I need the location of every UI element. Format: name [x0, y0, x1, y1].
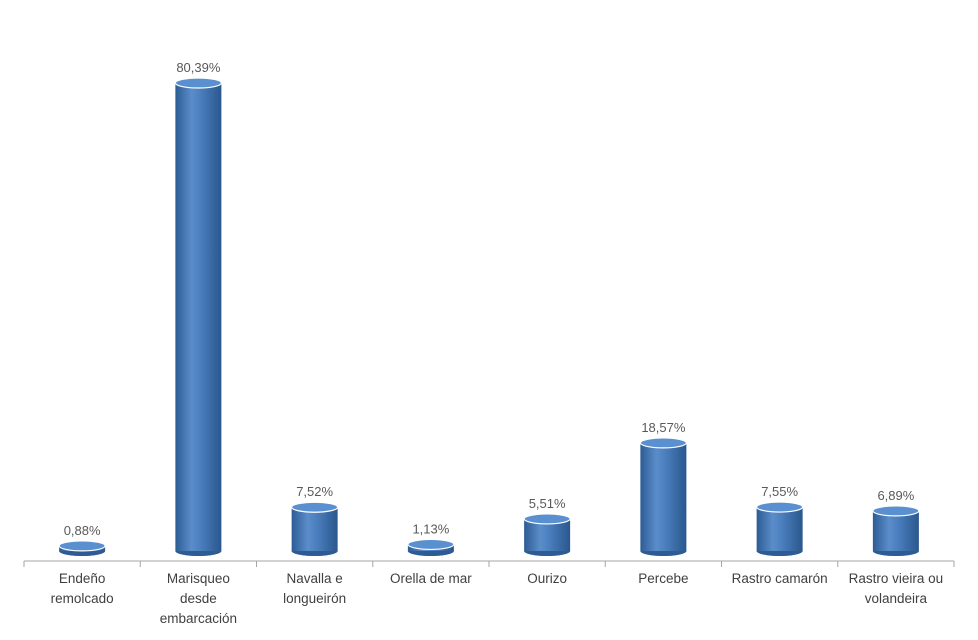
data-label: 80,39% [176, 60, 221, 75]
x-tick-label: Orella de mar [390, 571, 472, 586]
data-label: 5,51% [529, 496, 566, 511]
data-label: 6,89% [877, 488, 914, 503]
bar-bottom-edge [291, 550, 338, 556]
bar-top [523, 513, 571, 525]
x-tick-label-line: Rastro camarón [732, 571, 828, 586]
bar-bottom-edge [407, 550, 454, 556]
x-tick-labels-group: Endeño remolcado Marisqueo desde embarcación… [51, 571, 944, 626]
data-label: 0,88% [64, 523, 101, 538]
bar-body [756, 507, 803, 551]
x-tick-label-line: volandeira [865, 591, 928, 606]
x-tick-label-line: remolcado [51, 591, 114, 606]
bars-group [58, 77, 920, 556]
x-tick-label: Rastro camarón [732, 571, 828, 586]
x-tick-label-line: Orella de mar [390, 571, 472, 586]
x-tick-label-line: longueirón [283, 591, 346, 606]
bar [756, 501, 804, 556]
x-tick-label: Navalla e longueirón [283, 571, 346, 606]
bar [523, 513, 571, 556]
x-axis [23, 560, 955, 567]
bar-body [640, 442, 687, 551]
bar [291, 501, 339, 556]
x-tick-label-line: Marisqueo [167, 571, 230, 586]
bar-bottom-edge [175, 550, 222, 556]
x-tick-label-line: desde [180, 591, 217, 606]
data-label: 7,52% [296, 484, 333, 499]
x-tick-label-line: embarcación [160, 611, 237, 626]
x-tick-label-line: Ourizo [527, 571, 567, 586]
x-tick-label: Ourizo [527, 571, 567, 586]
data-label: 1,13% [412, 521, 449, 536]
bar [58, 540, 106, 556]
bar [407, 538, 455, 556]
x-tick-label: Endeño remolcado [51, 571, 114, 606]
data-label: 18,57% [641, 420, 686, 435]
bar-bottom-edge [756, 550, 803, 556]
bar-body [291, 507, 338, 551]
data-labels-group: 0,88% 80,39% 7,52% 1,13% 5,51% 18,57% 7,55% 6,8… [64, 60, 915, 538]
x-tick-label: Marisqueo desde embarcación [160, 571, 237, 626]
bar-top [174, 77, 222, 89]
data-label: 7,55% [761, 484, 798, 499]
x-tick-label-line: Navalla e [286, 571, 342, 586]
bar [639, 437, 687, 556]
x-tick-label: Percebe [638, 571, 688, 586]
bar [872, 505, 920, 556]
bar-body [872, 510, 919, 551]
x-tick-label-line: Rastro vieira ou [849, 571, 944, 586]
bar-bottom-edge [59, 550, 106, 556]
bar-bottom-edge [872, 550, 919, 556]
bar-bottom-edge [640, 550, 687, 556]
bar-top [872, 505, 920, 517]
x-tick-label: Rastro vieira ou volandeira [849, 571, 944, 606]
bar-body [175, 83, 222, 551]
bar-top [639, 437, 687, 449]
x-tick-label-line: Endeño [59, 571, 106, 586]
bar-top [407, 538, 455, 551]
bar [174, 77, 222, 556]
bar-top [756, 501, 804, 513]
x-tick-label-line: Percebe [638, 571, 688, 586]
bar-top [58, 540, 106, 552]
bar-bottom-edge [524, 550, 571, 556]
bar-top [291, 501, 339, 513]
